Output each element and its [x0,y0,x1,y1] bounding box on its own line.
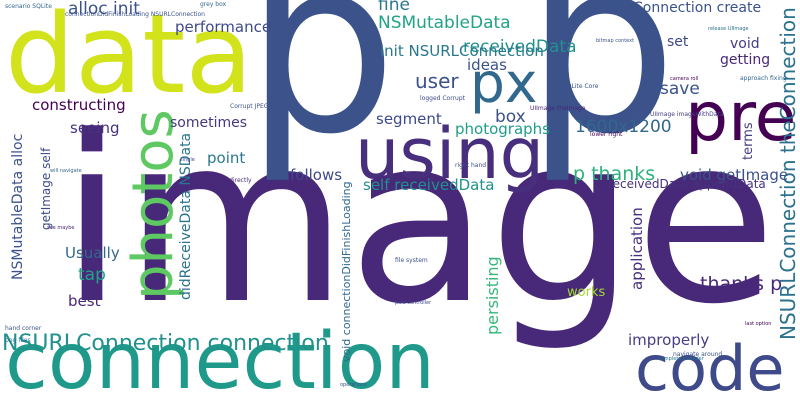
word: scenario SQLite [5,3,52,10]
word: pale controller [395,300,432,306]
word: void getImage [680,166,788,184]
word: image [60,88,776,355]
word: bitmap context [596,38,634,44]
word: didReceiveData NSData [178,133,194,300]
word: release UIImage [708,26,749,32]
word: 1600x1200 [575,117,672,137]
word: terms [741,122,756,160]
word: NSURLConnection connection [2,331,329,356]
word: photographs [455,120,550,138]
word: right hand [455,162,486,169]
word: connection [5,317,435,400]
word: segment [376,110,442,128]
word: fine [378,0,410,15]
word: theConnection create [610,0,761,16]
word: getImage self [39,147,53,230]
word: ideas [467,56,507,74]
word: tap [78,265,106,285]
word: works [567,285,605,300]
word: void [730,36,760,52]
word: png files [5,337,31,344]
word: application [628,207,646,290]
word: connectionDidFinishLoading NSURLConnecti… [65,11,205,18]
word: UIImage imageWithData [650,111,724,118]
word: constructing [32,96,126,114]
word: NSMutableData [378,13,511,33]
word: self receivedData [363,176,494,194]
word: last option [745,321,771,327]
word: persisting [483,256,502,335]
word: code [635,332,785,400]
word: user [415,69,459,93]
word: improperly [628,331,709,349]
word: data [5,0,253,118]
word: single [180,157,195,163]
word: alloc init [68,0,140,19]
word: px [470,51,537,115]
word: receivedData appendData [608,177,766,191]
word: lower right [590,131,623,138]
word: photos [121,109,186,300]
word: UIImage theImage [530,105,586,112]
word: see maybe [47,225,75,231]
word: thanks p [700,273,782,295]
word: p [245,0,397,187]
word: pre [685,78,796,157]
word: hand corner [5,325,42,332]
word: files directly [215,177,252,184]
word: will navigate [50,168,82,174]
word: save [660,79,700,99]
word: getting [720,52,770,68]
word: box [495,107,526,127]
word: approach fixing [740,75,787,82]
word: performance [175,18,271,36]
word: grey box [200,1,227,8]
word: NSURLConnection theConnection [776,7,800,340]
word: navigate around [673,351,722,358]
word: seeing [70,119,119,137]
word: logged Corrupt [420,95,466,102]
word: completely render [658,356,705,362]
word: operations [340,382,367,388]
word: void connectionDidFinishLoading [340,181,353,362]
word: Usually [65,244,120,262]
word: SQLite Core [563,83,599,90]
word: p [525,0,677,187]
word: using [355,113,544,195]
word: sometimes [170,115,247,131]
word: set [667,34,689,50]
word: init NSURLConnection [380,42,544,60]
word: receivedData [463,37,577,57]
word: Corrupt JPEG [230,103,269,110]
word: best [68,292,101,310]
word: point [207,149,245,167]
word: p thanks [573,163,655,185]
word: file system [395,257,428,264]
word: NSMutableData alloc [10,134,26,280]
word: camera roll [670,76,698,82]
word: follows [290,166,342,184]
